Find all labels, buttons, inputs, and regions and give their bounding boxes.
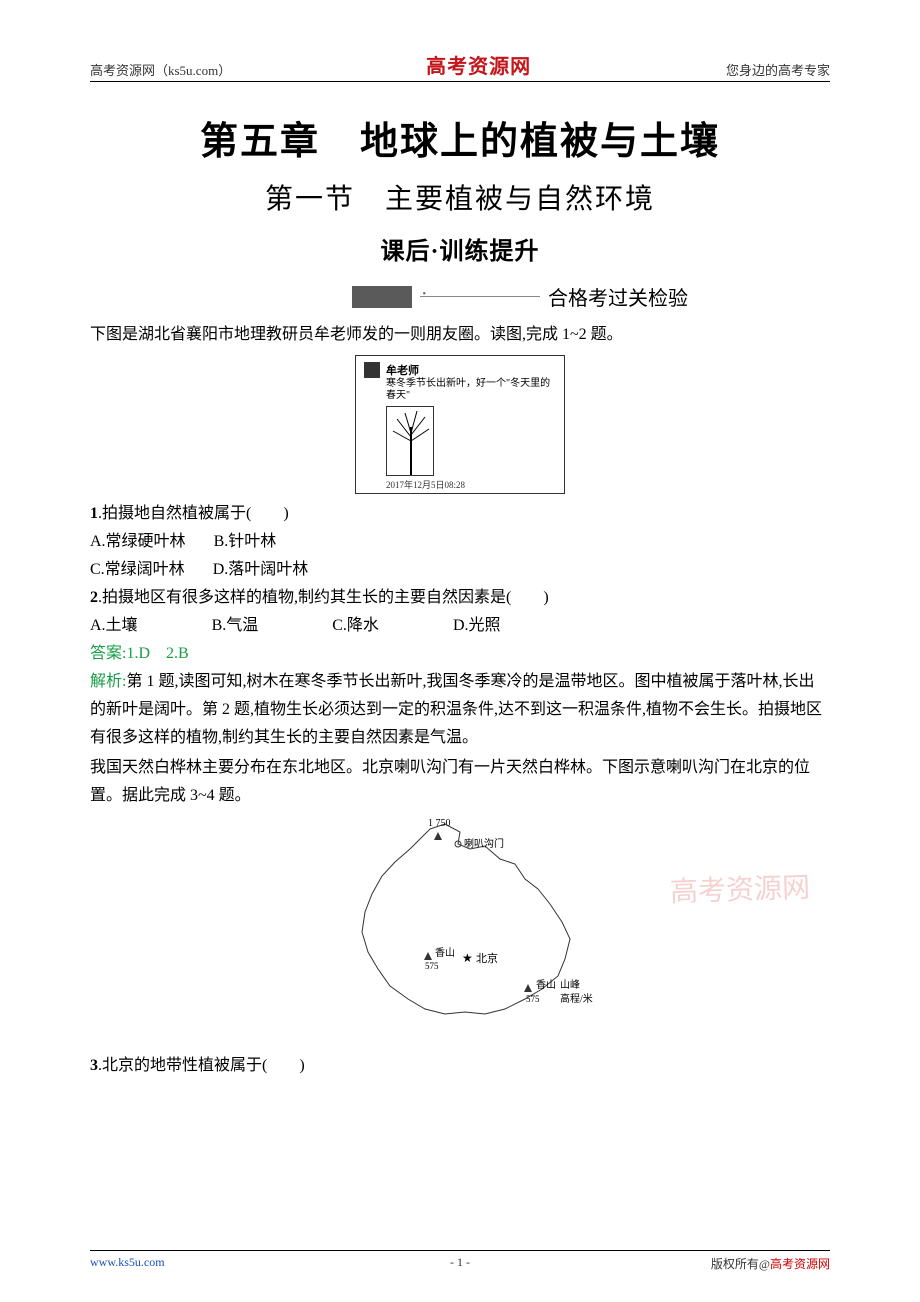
- q2-stem: .拍摄地区有很多这样的植物,制约其生长的主要自然因素是( ): [98, 589, 549, 606]
- question-3: 3.北京的地带性植被属于( ): [90, 1052, 830, 1080]
- section-title: 第一节 主要植被与自然环境: [90, 177, 830, 217]
- banner-box-icon: [352, 286, 412, 308]
- map-label-xiangshan2: 香山: [536, 979, 556, 991]
- peak-icon: [424, 952, 432, 960]
- footer-right-prefix: 版权所有@: [711, 1257, 770, 1271]
- avatar-icon: [364, 362, 380, 378]
- header-site: 高考资源网（ks5u.com）: [90, 60, 231, 79]
- wechat-caption: 寒冬季节长出新叶，好一个"冬天里的春天": [386, 378, 556, 402]
- banner-text: 合格考过关检验: [548, 282, 688, 311]
- intro-text-2: 我国天然白桦林主要分布在东北地区。北京喇叭沟门有一片天然白桦林。下图示意喇叭沟门…: [90, 754, 830, 810]
- explain-1-2: 解析:第 1 题,读图可知,树木在寒冬季节长出新叶,我国冬季寒冷的是温带地区。图…: [90, 668, 830, 752]
- q2-opt-d: D.光照: [453, 612, 501, 640]
- q3-num: 3: [90, 1057, 98, 1074]
- q2-opt-a: A.土壤: [90, 612, 138, 640]
- explain-label: 解析:: [90, 673, 126, 690]
- wechat-author: 牟老师: [386, 362, 556, 378]
- legend-peak-icon: [524, 984, 532, 992]
- q2-opt-c: C.降水: [332, 612, 379, 640]
- explain-text: 第 1 题,读图可知,树木在寒冬季节长出新叶,我国冬季寒冷的是温带地区。图中植被…: [90, 673, 822, 746]
- beijing-map: 1 750 喇叭沟门 香山 575 ★ 北京 香山 575 山峰 高程/米: [310, 814, 610, 1044]
- wechat-frame: 牟老师 寒冬季节长出新叶，好一个"冬天里的春天" 2017年12月5日08:28: [355, 355, 565, 494]
- map-elev-top: 1 750: [428, 818, 451, 829]
- q1-stem: .拍摄地自然植被属于( ): [98, 505, 289, 522]
- footer-brand: 高考资源网: [770, 1257, 830, 1271]
- q2-opt-b: B.气温: [212, 612, 259, 640]
- map-label-beijing: 北京: [476, 951, 498, 965]
- wechat-figure: 牟老师 寒冬季节长出新叶，好一个"冬天里的春天" 2017年12月5日08:28: [90, 355, 830, 494]
- question-2: 2.拍摄地区有很多这样的植物,制约其生长的主要自然因素是( ): [90, 584, 830, 612]
- header-brand: 高考资源网: [426, 50, 531, 79]
- header-tagline: 您身边的高考专家: [726, 60, 830, 79]
- footer-page-num: - 1 -: [450, 1255, 470, 1270]
- sub-title: 课后·训练提升: [90, 231, 830, 266]
- answer-1-2: 答案:1.D 2.B: [90, 640, 830, 668]
- map-legend-peak: 山峰: [560, 979, 580, 991]
- q3-stem: .北京的地带性植被属于( ): [98, 1057, 305, 1074]
- intro-text-1: 下图是湖北省襄阳市地理教研员牟老师发的一则朋友圈。读图,完成 1~2 题。: [90, 321, 830, 349]
- map-label-xiangshan: 香山: [435, 947, 455, 959]
- wechat-timestamp: 2017年12月5日08:28: [386, 478, 556, 491]
- section-banner: 合格考过关检验: [210, 282, 830, 311]
- footer-url: www.ks5u.com: [90, 1255, 165, 1272]
- question-1: 1.拍摄地自然植被属于( ): [90, 500, 830, 528]
- q1-opt-d: D.落叶阔叶林: [213, 556, 309, 584]
- q1-opt-b: B.针叶林: [214, 528, 277, 556]
- map-label-laba: 喇叭沟门: [464, 837, 504, 850]
- map-elev-legend: 575: [526, 994, 540, 1004]
- q1-opt-a: A.常绿硬叶林: [90, 528, 186, 556]
- footer-copyright: 版权所有@高考资源网: [711, 1255, 830, 1272]
- peak-icon: [434, 832, 442, 840]
- banner-divider: [420, 296, 540, 297]
- q1-options-row1: A.常绿硬叶林 B.针叶林: [90, 528, 830, 556]
- map-elev-xiangshan: 575: [425, 961, 439, 971]
- q1-opt-c: C.常绿阔叶林: [90, 556, 185, 584]
- q2-options: A.土壤 B.气温 C.降水 D.光照: [90, 612, 830, 640]
- watermark-text: 高考资源网: [669, 866, 810, 911]
- chapter-title: 第五章 地球上的植被与土壤: [90, 110, 830, 165]
- page-footer: www.ks5u.com - 1 - 版权所有@高考资源网: [90, 1250, 830, 1272]
- q2-num: 2: [90, 589, 98, 606]
- q1-num: 1: [90, 505, 98, 522]
- q1-options-row2: C.常绿阔叶林 D.落叶阔叶林: [90, 556, 830, 584]
- map-star-icon: ★: [462, 951, 473, 965]
- map-legend-elev: 高程/米: [560, 992, 593, 1005]
- wechat-photo: [386, 406, 434, 476]
- page-header: 高考资源网（ks5u.com） 高考资源网 您身边的高考专家: [90, 50, 830, 82]
